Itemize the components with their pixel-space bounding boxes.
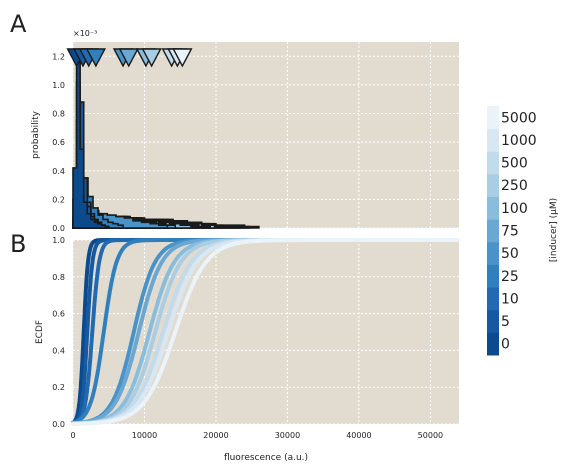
colorbar-swatch <box>487 264 499 288</box>
ecdf-x-tick-label: 10000 <box>132 431 157 440</box>
mean-marker-25 <box>85 48 107 68</box>
mean-marker-75 <box>118 48 139 68</box>
colorbar-tick-label: 1000 <box>501 133 537 149</box>
ecdf-x-axis-label: fluorescence (a.u.) <box>224 453 308 463</box>
colorbar-tick-label: 50 <box>501 246 519 262</box>
ecdf-x-ticks: 0 10000 20000 30000 40000 50000 <box>70 431 443 440</box>
histogram-y-tick-label: 0.2 <box>52 195 65 204</box>
ecdf-x-tick-label: 0 <box>70 431 75 440</box>
ecdf-x-tick-label: 20000 <box>203 431 228 440</box>
colorbar-swatch <box>487 332 499 356</box>
colorbar-tick-label: 100 <box>501 201 528 217</box>
ecdf-series-5000 <box>71 238 461 426</box>
colorbar-label: [inducer] (μM) <box>549 198 559 262</box>
histogram-plot-area <box>73 42 459 228</box>
histogram-bars <box>72 58 260 229</box>
histogram-y-multiplier: ×10⁻³ <box>73 29 97 38</box>
mean-markers <box>66 48 193 68</box>
mean-marker-250 <box>141 48 162 68</box>
colorbar-tick-label: 250 <box>501 178 528 194</box>
ecdf-x-tick-label: 50000 <box>418 431 443 440</box>
histogram-y-tick-label: 0.4 <box>52 167 65 176</box>
colorbar-swatch <box>487 196 499 220</box>
colorbar-swatch <box>487 219 499 243</box>
colorbar-tick-label: 25 <box>501 269 519 285</box>
histogram-panel: 0.0 0.2 0.4 0.6 0.8 1.0 1.2 ×10⁻³ probability <box>31 29 459 233</box>
colorbar-swatch <box>487 173 499 198</box>
ecdf-y-tick-label: 0.8 <box>52 273 65 282</box>
histogram-y-tick-label: 0.0 <box>52 224 65 233</box>
histogram-y-ticks: 0.0 0.2 0.4 0.6 0.8 1.0 1.2 <box>52 52 65 233</box>
colorbar-tick-label: 75 <box>501 224 519 240</box>
ecdf-x-tick-label: 40000 <box>346 431 371 440</box>
histogram-y-axis-label: probability <box>31 110 41 159</box>
colorbar-swatch <box>487 151 499 175</box>
histogram-y-tick-label: 1.0 <box>52 81 65 90</box>
inducer-colorbar: 0 5 10 25 50 75 100 250 500 1000 5000 <box>487 106 537 356</box>
colorbar-tick-label: 500 <box>501 156 528 172</box>
colorbar-tick-label: 5000 <box>501 110 537 126</box>
ecdf-y-tick-label: 0.4 <box>52 346 65 355</box>
ecdf-lines <box>71 238 461 426</box>
colorbar-tick-label: 10 <box>501 291 519 307</box>
colorbar-swatch <box>487 241 499 265</box>
ecdf-y-axis-label: ECDF <box>35 320 45 344</box>
panel-b-label: B <box>10 230 26 258</box>
ecdf-y-tick-label: 0.6 <box>52 310 65 319</box>
ecdf-y-tick-label: 0.2 <box>52 383 65 392</box>
histogram-y-tick-label: 0.8 <box>52 110 65 119</box>
colorbar-swatch <box>487 309 499 333</box>
ecdf-panel: 0.0 0.2 0.4 0.6 0.8 1.0 0 10000 20000 30000 40000… <box>35 236 461 463</box>
ecdf-y-ticks: 0.0 0.2 0.4 0.6 0.8 1.0 <box>52 236 65 429</box>
ecdf-y-tick-label: 1.0 <box>52 236 65 245</box>
ecdf-y-tick-label: 0.0 <box>52 420 65 429</box>
colorbar-tick-label: 0 <box>501 337 510 353</box>
ecdf-x-tick-label: 30000 <box>275 431 300 440</box>
mean-marker-5000 <box>172 48 193 68</box>
colorbar-swatch <box>487 287 499 311</box>
histogram-y-tick-label: 1.2 <box>52 52 65 61</box>
colorbar-swatch <box>487 106 499 130</box>
panel-a-label: A <box>10 10 27 38</box>
histogram-y-tick-label: 0.6 <box>52 138 65 147</box>
colorbar-swatch <box>487 128 499 152</box>
colorbar-tick-label: 5 <box>501 314 510 330</box>
